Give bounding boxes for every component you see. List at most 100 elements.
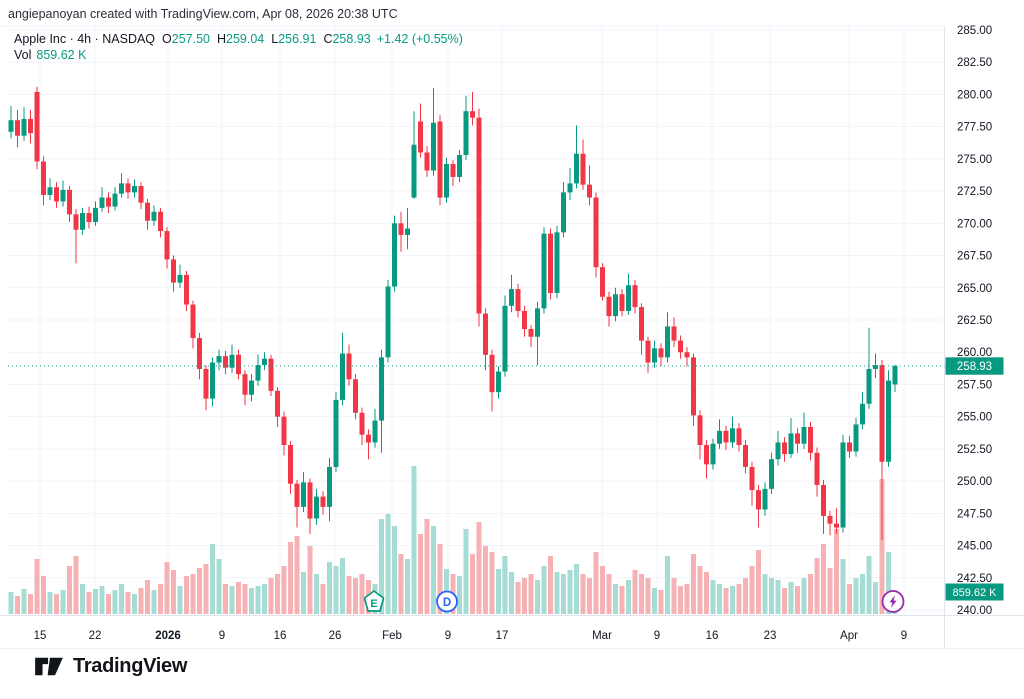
time-tick-label: Apr	[840, 630, 858, 642]
volume-bar	[697, 566, 703, 614]
time-tick-label: 9	[654, 630, 660, 642]
candle-body	[509, 289, 514, 306]
volume-bar	[392, 526, 397, 614]
volume-bar	[626, 580, 631, 614]
time-scale[interactable]	[0, 616, 944, 648]
candle-body	[795, 433, 800, 444]
candle-body	[28, 118, 33, 134]
time-tick-label: 17	[496, 630, 509, 642]
candle-body	[203, 368, 209, 399]
volume-bar	[67, 566, 72, 614]
volume-bar	[515, 582, 521, 614]
volume-bar	[333, 566, 339, 614]
candle-body	[314, 496, 319, 519]
volume-bar	[561, 574, 566, 614]
candle-body	[73, 214, 79, 230]
volume-bar	[125, 592, 131, 614]
candle-body	[489, 354, 495, 393]
price-scale[interactable]	[944, 26, 1024, 616]
candle-body	[15, 120, 20, 136]
candle-body	[80, 213, 85, 230]
candle-body	[483, 313, 488, 355]
volume-bar	[580, 574, 586, 614]
last-price-badge[interactable]	[945, 357, 1004, 375]
time-tick-label: Feb	[382, 630, 402, 642]
volume-bar	[528, 574, 534, 614]
volume-bar	[769, 578, 774, 614]
volume-bar	[827, 568, 833, 614]
volume-bar	[359, 574, 365, 614]
time-tick-label: 9	[219, 630, 225, 642]
volume-bar	[853, 578, 859, 614]
candle-body	[671, 326, 677, 341]
price-tick-label: 285.00	[957, 25, 992, 37]
volume-bar	[41, 576, 46, 614]
volume-bar	[574, 564, 579, 614]
candle-body	[34, 91, 40, 162]
candle-body	[151, 211, 157, 221]
flash-marker-bolt-icon	[889, 595, 897, 608]
legend-ohlc-row: Apple Inc · 4h · NASDAQ O257.50 H259.04 L25…	[14, 31, 463, 47]
candle-body	[587, 184, 592, 198]
candle-body	[385, 286, 391, 358]
volume-bar	[242, 584, 248, 614]
candle-body	[645, 340, 651, 363]
volume-bar	[886, 552, 891, 614]
volume-bar	[613, 584, 618, 614]
candle-body	[294, 483, 300, 507]
volume-bar	[522, 578, 527, 614]
price-tick-label: 280.00	[957, 89, 992, 101]
volume-bar	[132, 594, 137, 614]
earnings-marker[interactable]	[363, 590, 385, 612]
candle-body	[554, 232, 560, 293]
candle-body	[255, 365, 261, 381]
candle-body	[437, 121, 443, 198]
dividend-marker[interactable]	[436, 590, 458, 613]
candle-body	[626, 285, 631, 311]
candle-body	[496, 371, 501, 393]
volume-bar	[775, 580, 781, 614]
low-label: L	[271, 32, 279, 46]
candle-body	[691, 357, 696, 416]
candle-body	[281, 416, 287, 446]
candle-body	[639, 307, 644, 341]
volume-bar	[541, 566, 547, 614]
volume-bar	[593, 552, 599, 614]
volume-bar	[704, 572, 709, 614]
time-tick-label: 22	[89, 630, 102, 642]
candle-body	[340, 353, 345, 400]
volume-bar	[138, 588, 144, 614]
candle-body	[736, 428, 742, 446]
candle-body	[223, 356, 228, 368]
candle-body	[125, 183, 131, 193]
candle-body	[405, 228, 410, 235]
volume-bar	[353, 578, 358, 614]
close-value: 258.93	[332, 32, 371, 46]
volume-badge-text: 859.62 K	[952, 587, 997, 599]
volume-bar	[710, 580, 716, 614]
volume-bar	[223, 584, 228, 614]
volume-badge[interactable]	[945, 583, 1004, 601]
candle-body	[164, 231, 170, 260]
candle-body	[301, 482, 306, 507]
tradingview-logo[interactable]: TradingView	[34, 654, 187, 678]
volume-bar	[554, 572, 560, 614]
candle-body	[249, 380, 254, 395]
volume-bar	[47, 592, 53, 614]
candle-body	[652, 348, 657, 363]
candle-body	[444, 164, 449, 198]
volume-bar	[808, 574, 813, 614]
volume-bar	[873, 582, 878, 614]
candle-body	[327, 466, 332, 507]
volume-bar	[632, 570, 638, 614]
volume-bar	[639, 574, 644, 614]
volume-bar	[457, 576, 462, 614]
volume-bar	[80, 584, 85, 614]
candle-body	[515, 289, 521, 311]
open-value: 257.50	[171, 32, 210, 46]
volume-bar	[314, 574, 319, 614]
candle-body	[132, 185, 137, 193]
volume-bar	[275, 574, 280, 614]
volume-bar	[268, 578, 274, 614]
